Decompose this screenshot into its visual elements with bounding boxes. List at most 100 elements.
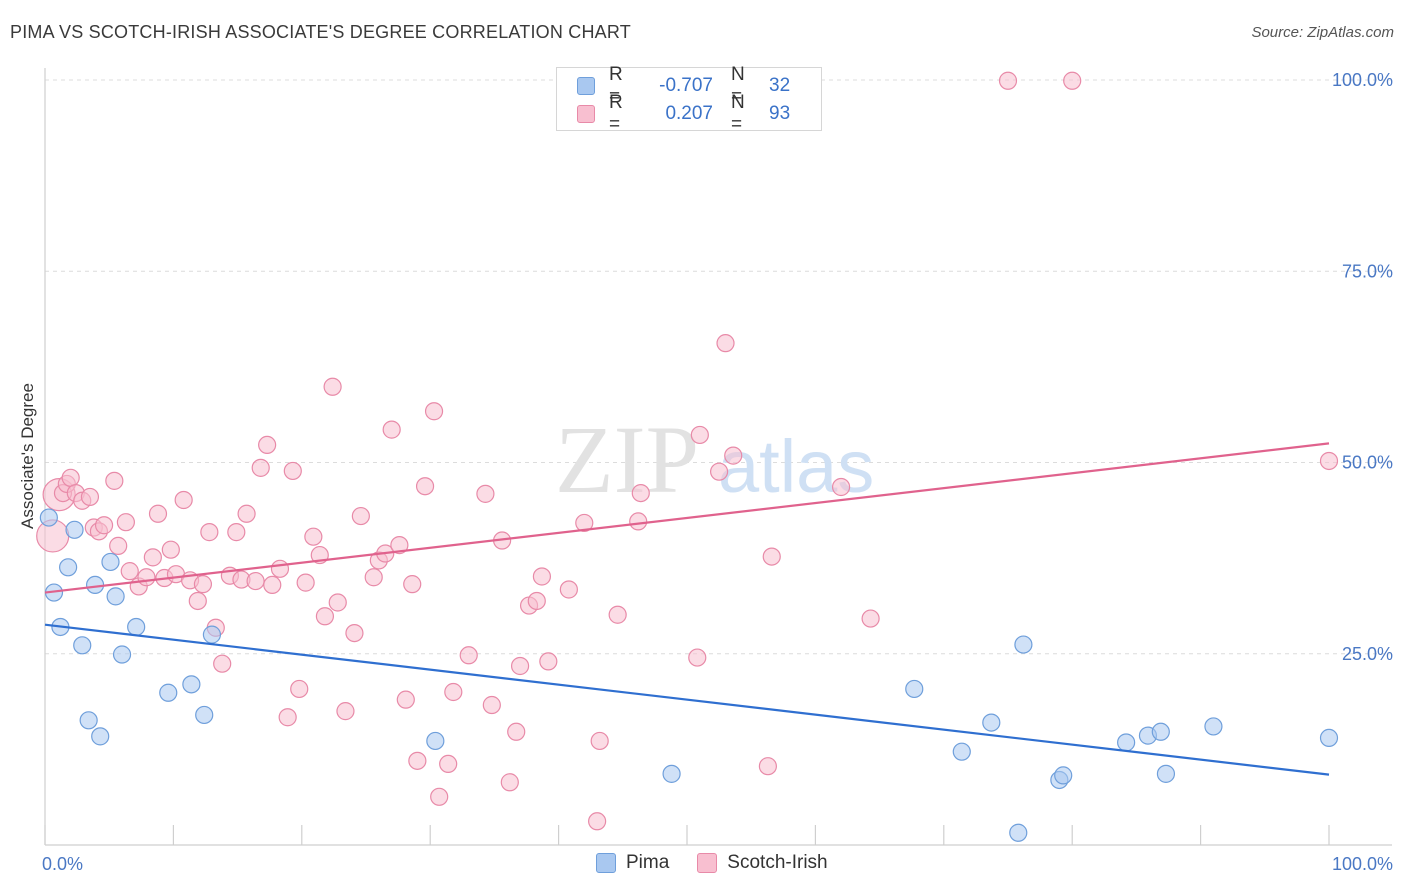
scotch-irish-point xyxy=(120,562,139,581)
pima-point xyxy=(127,617,146,637)
pima-point xyxy=(982,713,1001,732)
scotch-irish-point xyxy=(296,573,315,592)
scotch-irish-point xyxy=(1319,451,1339,471)
scotch-irish-point xyxy=(345,623,364,643)
pima-point xyxy=(1156,764,1176,783)
x-tick-label: 0.0% xyxy=(42,854,83,874)
scotch-irish-point xyxy=(527,591,546,611)
scotch-irish-point xyxy=(94,516,114,535)
legend-row-scotch-irish: R = 0.207 N = 93 xyxy=(577,92,790,135)
scotch-irish-point xyxy=(608,605,627,624)
pima-point xyxy=(202,625,222,644)
scotch-irish-point xyxy=(762,547,781,566)
scotch-irish-point xyxy=(575,513,594,533)
scotch-irish-point xyxy=(270,559,290,578)
watermark: ZIP atlas xyxy=(555,406,874,513)
scotch-irish-point xyxy=(116,513,135,532)
scotch-irish-point xyxy=(105,471,124,490)
y-tick-label: 50.0% xyxy=(1342,453,1393,473)
axes xyxy=(44,68,1392,846)
scotch-irish-point xyxy=(690,425,709,445)
scotch-irish-point xyxy=(510,656,530,676)
y-tick-label: 75.0% xyxy=(1342,261,1393,281)
scotch-irish-point xyxy=(688,648,707,667)
pima-point xyxy=(101,552,120,572)
grid-lines xyxy=(45,79,1392,655)
scotch-irish-point xyxy=(251,458,270,477)
legend-swatch-pima xyxy=(577,77,595,95)
pima-point xyxy=(905,679,924,699)
x-tick-label: 100.0% xyxy=(1332,854,1393,874)
pima-point xyxy=(1151,722,1170,741)
y-tick-label: 100.0% xyxy=(1332,70,1393,90)
pima-point xyxy=(1117,733,1136,752)
scotch-irish-point xyxy=(61,468,80,487)
scotch-irish-point xyxy=(161,540,180,559)
scotch-irish-point xyxy=(716,334,735,353)
scotch-irish-point xyxy=(290,679,309,699)
pima-point xyxy=(73,636,92,655)
scotch-irish-point xyxy=(364,568,383,587)
legend: R = -0.707 N = 32 R = 0.207 N = 93 xyxy=(556,64,822,135)
pima-point xyxy=(1204,717,1223,736)
pima-point xyxy=(182,675,201,694)
scotch-irish-point xyxy=(430,787,449,806)
scotch-irish-point xyxy=(246,571,265,591)
pima-point xyxy=(85,575,105,595)
scotch-irish-point xyxy=(213,654,232,673)
scotch-irish-point xyxy=(559,580,578,599)
pima-point xyxy=(59,558,78,577)
scotch-irish-point xyxy=(143,548,162,567)
pima-point xyxy=(79,711,98,730)
pima-point xyxy=(1014,635,1033,654)
scotch-irish-point xyxy=(328,593,347,612)
scotch-irish-point xyxy=(80,487,100,507)
scotch-irish-point xyxy=(408,751,427,770)
scotch-irish-point xyxy=(237,504,256,523)
scotch-irish-point xyxy=(315,607,335,626)
pima-point xyxy=(39,508,58,527)
pima-point xyxy=(662,764,681,783)
scotch-irish-point xyxy=(631,484,650,503)
scotch-irish-point xyxy=(424,402,444,421)
scotch-irish-point xyxy=(200,523,219,542)
scotch-irish-point xyxy=(323,377,342,396)
scotch-irish-point xyxy=(148,504,168,523)
legend-n-label: N = xyxy=(731,92,745,135)
scotch-irish-point xyxy=(415,477,435,496)
scotch-irish-point xyxy=(351,506,370,526)
scotch-irish-point xyxy=(476,484,495,503)
scotch-irish-point xyxy=(283,461,302,481)
scotch-irish-point xyxy=(382,420,401,439)
scotch-irish-point xyxy=(258,435,277,455)
pima-point xyxy=(195,705,214,725)
scotch-irish-point xyxy=(336,702,355,721)
scotch-irish-point xyxy=(188,591,207,611)
bottom-legend-swatch-scotch-irish xyxy=(697,853,718,873)
pima-point xyxy=(112,645,132,664)
pima-point xyxy=(1009,823,1028,842)
scotch-irish-point xyxy=(459,646,478,665)
bottom-legend: Pima Scotch-Irish xyxy=(596,852,856,874)
bottom-legend-label-scotch-irish: Scotch-Irish xyxy=(727,852,828,873)
scotch-irish-point xyxy=(174,490,193,510)
scotch-irish-point xyxy=(444,682,463,702)
pima-point xyxy=(159,683,178,702)
pima-point xyxy=(426,731,445,751)
trend-lines xyxy=(44,442,1330,776)
pima-trend-line xyxy=(44,623,1330,776)
scotch-irish-point xyxy=(390,536,409,555)
legend-swatch-scotch-irish xyxy=(577,105,595,123)
bottom-legend-label-pima: Pima xyxy=(626,852,670,873)
scotch-irish-point xyxy=(439,754,458,774)
scotch-irish-point xyxy=(629,512,648,531)
legend-r-label: R = xyxy=(609,64,623,107)
scotch-irish-point xyxy=(109,536,128,555)
legend-row-pima: R = -0.707 N = 32 xyxy=(577,64,790,107)
scotch-irish-point xyxy=(831,477,851,497)
scotch-irish-point xyxy=(500,773,519,792)
scotch-irish-point xyxy=(590,731,609,751)
legend-r-label: R = xyxy=(609,92,623,135)
bottom-legend-pima: Pima xyxy=(596,852,669,874)
